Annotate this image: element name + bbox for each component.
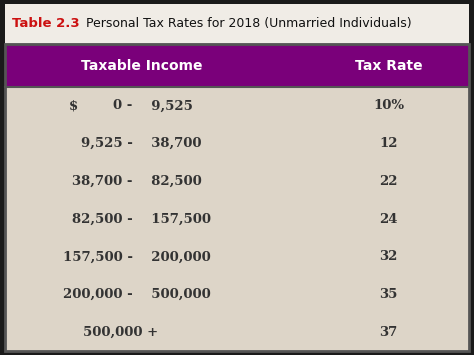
FancyBboxPatch shape [5,44,469,87]
Text: Personal Tax Rates for 2018 (Unmarried Individuals): Personal Tax Rates for 2018 (Unmarried I… [78,17,412,31]
FancyBboxPatch shape [5,125,469,163]
Text: Table 2.3: Table 2.3 [12,17,80,31]
Text: 32: 32 [380,251,398,263]
FancyBboxPatch shape [5,4,469,44]
FancyBboxPatch shape [5,200,469,238]
FancyBboxPatch shape [5,87,469,125]
Text: 38,700 -: 38,700 - [72,175,133,188]
Text: 500,000 +: 500,000 + [83,326,158,339]
Text: 22: 22 [379,175,398,188]
FancyBboxPatch shape [5,314,469,351]
Text: 10%: 10% [373,99,404,113]
Text: 200,000: 200,000 [142,251,211,263]
Text: $: $ [69,99,78,113]
Text: Taxable Income: Taxable Income [82,59,203,73]
Text: 24: 24 [379,213,398,226]
Text: 157,500 -: 157,500 - [63,251,133,263]
Text: Tax Rate: Tax Rate [355,59,422,73]
Text: 37: 37 [380,326,398,339]
FancyBboxPatch shape [5,163,469,200]
FancyBboxPatch shape [5,238,469,276]
Text: 38,700: 38,700 [142,137,202,150]
Text: 82,500: 82,500 [142,175,202,188]
Text: 157,500: 157,500 [142,213,211,226]
Text: 9,525: 9,525 [142,99,193,113]
Text: 9,525 -: 9,525 - [81,137,133,150]
Text: 500,000: 500,000 [142,288,211,301]
Text: 0 -: 0 - [113,99,133,113]
Text: 35: 35 [380,288,398,301]
Text: 12: 12 [379,137,398,150]
FancyBboxPatch shape [5,276,469,314]
Text: 200,000 -: 200,000 - [63,288,133,301]
Text: 82,500 -: 82,500 - [72,213,133,226]
